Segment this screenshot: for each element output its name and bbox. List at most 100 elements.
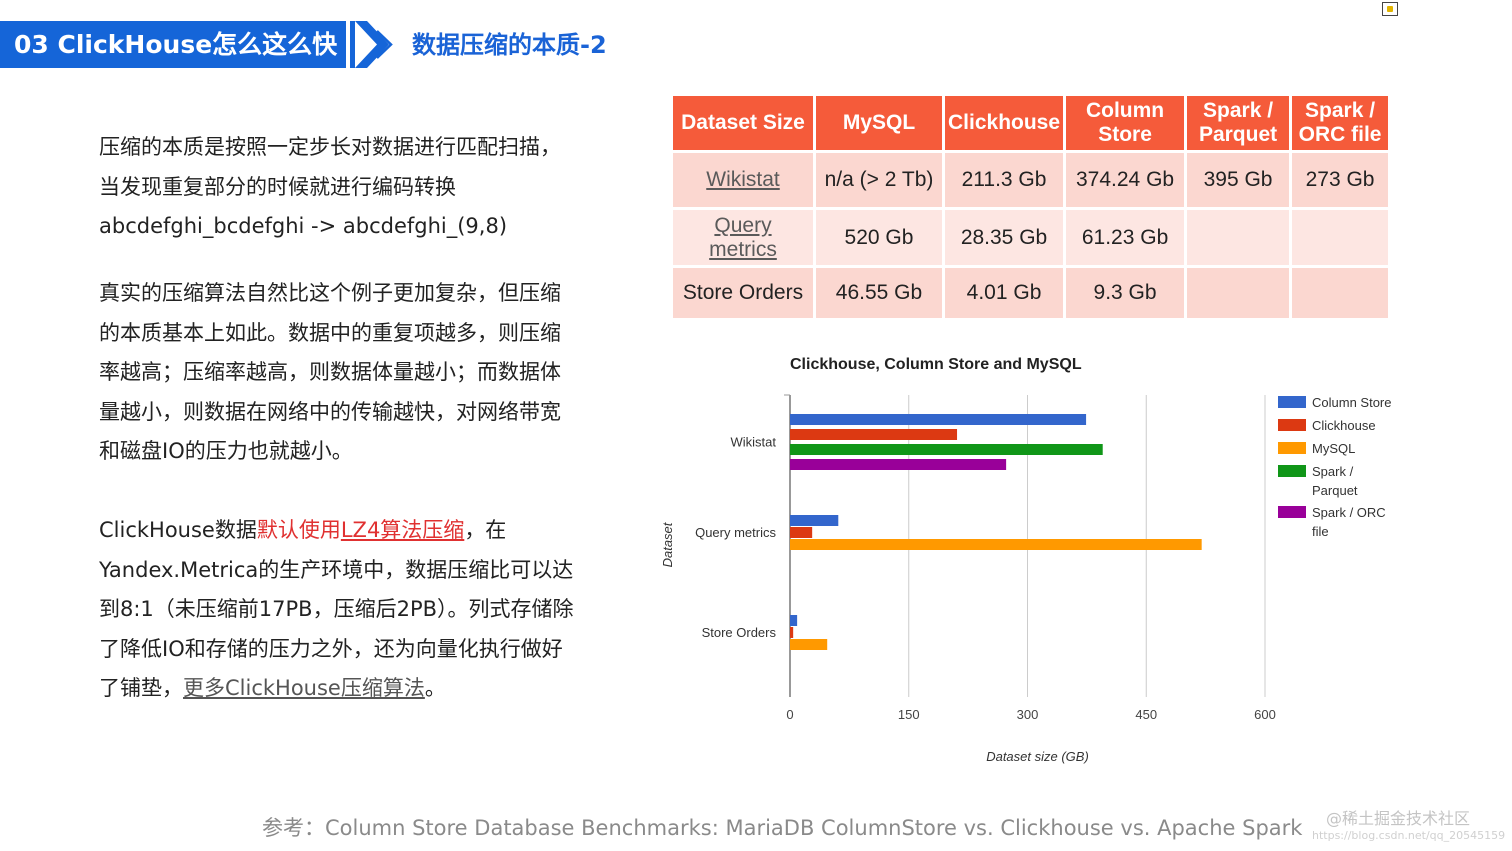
text-line: Yandex.Metrica的生产环境中，数据压缩比可以达	[99, 557, 574, 582]
more-compression-link[interactable]: 更多ClickHouse压缩算法	[183, 676, 425, 701]
text-line: ClickHouse数据默认使用LZ4算法压缩，在	[99, 511, 574, 551]
header-line: Spark /	[1305, 99, 1376, 122]
cell-spark-orc	[1292, 210, 1389, 265]
text-line: 了降低IO和存储的压力之外，还为向量化执行做好	[99, 636, 563, 661]
y-category-label: Wikistat	[731, 435, 777, 450]
header-line: Store	[1098, 123, 1152, 146]
benchmark-table: Dataset Size MySQL Clickhouse Column Stor…	[670, 93, 1391, 321]
header-clickhouse: Clickhouse	[945, 96, 1064, 150]
cell-column-store: 374.24 Gb	[1066, 153, 1185, 207]
cell-clickhouse: 4.01 Gb	[945, 268, 1064, 318]
text-line: abcdefghi_bcdefghi -> abcdefghi_(9,8)	[99, 214, 508, 239]
legend-label: Spark / ORC	[1312, 505, 1386, 520]
x-tick-label: 0	[786, 707, 793, 722]
cell-mysql: n/a (> 2 Tb)	[816, 153, 942, 207]
legend-swatch	[1278, 396, 1306, 408]
legend-label: Column Store	[1312, 395, 1391, 410]
y-axis-label: Dataset	[660, 521, 675, 567]
header-line: Spark /	[1203, 99, 1274, 122]
link-line: Query	[714, 213, 772, 237]
legend-label: Spark /	[1312, 464, 1354, 479]
cell-clickhouse: 28.35 Gb	[945, 210, 1064, 265]
bar-mysql	[790, 639, 828, 650]
legend-label: MySQL	[1312, 441, 1355, 456]
cell-column-store: 61.23 Gb	[1066, 210, 1185, 265]
table-row: Store Orders 46.55 Gb 4.01 Gb 9.3 Gb	[673, 268, 1389, 318]
legend-label: Clickhouse	[1312, 418, 1376, 433]
table-header-row: Dataset Size MySQL Clickhouse Column Stor…	[673, 96, 1389, 150]
x-tick-label: 300	[1017, 707, 1039, 722]
watermark: @稀土掘金技术社区	[1326, 809, 1471, 828]
section-title: 03 ClickHouse怎么这么快	[0, 21, 346, 68]
wikistat-link[interactable]: Wikistat	[706, 168, 780, 191]
header-spark-orc: Spark / ORC file	[1292, 96, 1389, 150]
text-line: 真实的压缩算法自然比这个例子更加复杂，但压缩	[99, 281, 561, 305]
text-line: 率越高；压缩率越高，则数据体量越小；而数据体	[99, 360, 561, 385]
text-line: 量越小，则数据在网络中的传输越快，对网络带宽	[99, 399, 561, 424]
section-divider	[350, 21, 355, 68]
header-line: Parquet	[1198, 123, 1278, 146]
legend-label: Parquet	[1312, 483, 1358, 498]
bar-clickhouse	[790, 429, 958, 440]
bar-column-store	[790, 615, 798, 626]
legend-swatch	[1278, 465, 1306, 477]
text-line: 到8:1（未压缩前17PB，压缩后2PB）。列式存储除	[99, 597, 574, 622]
cell-spark-parquet	[1187, 210, 1290, 265]
cell-mysql: 46.55 Gb	[816, 268, 942, 318]
text-line: 的本质基本上如此。数据中的重复项越多，则压缩	[99, 320, 561, 345]
text-span: 。	[424, 676, 446, 701]
text-span: ，在	[464, 518, 507, 542]
text-line: 了铺垫，更多ClickHouse压缩算法。	[99, 669, 574, 709]
page-title: 数据压缩的本质-2	[412, 31, 607, 59]
y-category-label: Query metrics	[695, 525, 776, 540]
bar-clickhouse	[790, 627, 794, 638]
bar-clickhouse	[790, 527, 813, 538]
bar-spark-orc-file	[790, 459, 1007, 470]
cell-spark-orc: 273 Gb	[1292, 153, 1389, 207]
reference-text: 参考：Column Store Database Benchmarks: Mar…	[262, 816, 1303, 840]
chevron-right-icon	[355, 21, 393, 68]
legend-swatch	[1278, 419, 1306, 431]
query-metrics-link[interactable]: Query metrics	[709, 214, 777, 261]
bar-chart: Clickhouse, Column Store and MySQL 0 150 30…	[660, 356, 1391, 764]
highlight-text: 默认使用	[256, 518, 341, 542]
text-line: 当发现重复部分的时候就进行编码转换	[99, 174, 456, 199]
cell-clickhouse: 211.3 Gb	[945, 153, 1064, 207]
bar-column-store	[790, 515, 839, 526]
header-line: Column	[1085, 99, 1165, 122]
header-column-store: Column Store	[1066, 96, 1185, 150]
text-line: 和磁盘IO的压力也就越小。	[99, 439, 353, 464]
x-tick-label: 450	[1135, 707, 1157, 722]
y-category-label: Store Orders	[702, 625, 777, 640]
cell-spark-parquet: 395 Gb	[1187, 153, 1290, 207]
header-mysql: MySQL	[816, 96, 942, 150]
cell-column-store: 9.3 Gb	[1066, 268, 1185, 318]
lz4-link[interactable]: LZ4算法压缩	[340, 518, 465, 542]
cell-mysql: 520 Gb	[816, 210, 942, 265]
paragraph-compression-essence: 真实的压缩算法自然比这个例子更加复杂，但压缩 的本质基本上如此。数据中的重复项越…	[99, 274, 561, 472]
legend-label: file	[1312, 524, 1329, 539]
cell-dataset: Wikistat	[673, 153, 813, 207]
paragraph-compression-basics: 压缩的本质是按照一定步长对数据进行匹配扫描， 当发现重复部分的时候就进行编码转换…	[99, 128, 561, 247]
chart-title: Clickhouse, Column Store and MySQL	[790, 356, 1082, 373]
x-axis-label: Dataset size (GB)	[986, 749, 1089, 764]
bar-mysql	[790, 539, 1202, 550]
x-tick-label: 150	[898, 707, 920, 722]
paragraph-clickhouse-lz4: ClickHouse数据默认使用LZ4算法压缩，在 Yandex.Metrica…	[99, 511, 574, 709]
text-span: ClickHouse数据	[99, 518, 257, 542]
watermark-url: https://blog.csdn.net/qq_20545159	[1312, 829, 1506, 842]
cell-spark-orc	[1292, 268, 1389, 318]
text-span: 了铺垫，	[99, 676, 183, 701]
text-line: 压缩的本质是按照一定步长对数据进行匹配扫描，	[99, 135, 561, 159]
bar-spark-parquet	[790, 444, 1103, 455]
header-spark-parquet: Spark / Parquet	[1187, 96, 1290, 150]
header-line: ORC file	[1298, 123, 1382, 146]
cell-spark-parquet	[1187, 268, 1290, 318]
x-tick-label: 600	[1254, 707, 1276, 722]
link-line: metrics	[709, 237, 777, 261]
cell-dataset: Store Orders	[673, 268, 813, 318]
lock-icon	[1382, 2, 1398, 16]
legend-swatch	[1278, 506, 1306, 518]
legend-swatch	[1278, 442, 1306, 454]
header-dataset-size: Dataset Size	[673, 96, 813, 150]
